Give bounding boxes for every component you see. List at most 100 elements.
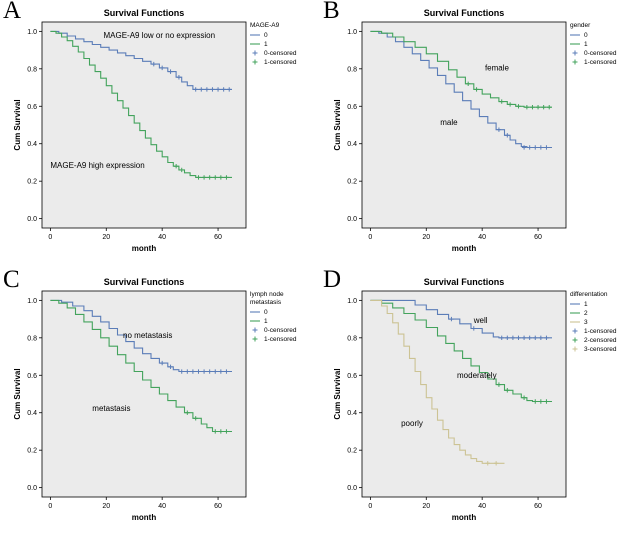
censored-mark-1	[201, 175, 207, 180]
y-axis-label: Cum Survival	[333, 368, 342, 419]
y-tick-label: 0.0	[27, 485, 37, 492]
y-tick-label: 0.4	[347, 410, 357, 417]
y-axis-label: Cum Survival	[13, 368, 22, 419]
survival-step-line-1	[370, 30, 552, 108]
y-tick-label: 0.6	[27, 373, 37, 380]
censored-mark-1	[527, 335, 532, 341]
survival-step-line-3	[370, 299, 505, 464]
panel-letter: D	[323, 266, 342, 293]
x-tick-label: 20	[102, 503, 110, 510]
curve-annotation: well	[473, 316, 488, 325]
legend-item-label: 1	[264, 41, 268, 48]
censored-mark-0	[227, 87, 232, 92]
x-tick-label: 40	[478, 234, 486, 241]
survival-chart-lymph-node: Survival Functions 0 20 40 60 0.0 0.2 0.4 0.6 0.8…	[13, 277, 297, 522]
plot-area	[41, 290, 247, 498]
censored-mark-1	[541, 105, 546, 110]
censored-mark-1	[196, 175, 201, 180]
legend-title: lymph node	[250, 291, 284, 298]
curve-annotation: metastasis	[92, 404, 130, 413]
legend-cross-swatch	[252, 59, 258, 65]
censored-mark-1	[173, 164, 179, 169]
censored-mark-0	[168, 364, 173, 370]
plot-area	[41, 21, 247, 229]
censored-mark-0	[204, 87, 210, 92]
x-tick-label: 20	[422, 234, 430, 241]
legend-item-label: 2	[584, 310, 588, 317]
chart-title: Survival Functions	[104, 8, 185, 18]
panel-b: B Survival Functions 0 20 40 60 0.0 0.2 0.4 0.6 0…	[320, 0, 640, 269]
legend-item-label: 3-censored	[584, 346, 617, 353]
censored-mark-0	[213, 369, 218, 374]
y-tick-label: 0.6	[347, 104, 357, 111]
survival-chart-gender: Survival Functions 0 20 40 60 0.0 0.2 0.4 0.6 0.8…	[333, 8, 617, 253]
censored-mark-1	[510, 335, 516, 341]
y-tick-label: 0.8	[27, 335, 37, 342]
censored-mark-0	[496, 127, 502, 132]
y-axis-label: Cum Survival	[13, 99, 22, 150]
x-tick-label: 60	[534, 503, 542, 510]
panel-letter: A	[3, 0, 22, 24]
censored-mark-0	[218, 369, 224, 374]
censored-mark-1	[507, 102, 513, 107]
censored-mark-0	[196, 369, 201, 374]
x-tick-label: 40	[478, 503, 486, 510]
censored-mark-1	[471, 326, 476, 331]
censored-mark-0	[199, 87, 204, 92]
y-axis-label: Cum Survival	[333, 99, 342, 150]
legend-item-label: 0-censored	[264, 50, 297, 57]
y-tick-label: 0.4	[347, 141, 357, 148]
censored-mark-0	[224, 369, 229, 374]
legend-cross-swatch	[572, 337, 578, 343]
censored-mark-1	[193, 416, 198, 421]
censored-mark-1	[516, 104, 521, 109]
survival-step-line-0	[50, 299, 232, 373]
censored-mark-0	[207, 369, 212, 374]
censored-mark-3	[485, 461, 490, 466]
y-tick-label: 0.4	[27, 410, 37, 417]
censored-mark-1	[505, 335, 510, 341]
curve-annotation: male	[440, 118, 458, 127]
survival-chart-differentiation: Survival Functions 0 20 40 60 0.0 0.2 0.4 0.6 0.8…	[333, 277, 617, 522]
censored-mark-0	[538, 145, 544, 150]
censored-mark-1	[538, 335, 544, 341]
censored-mark-1	[449, 316, 454, 322]
legend-item-label: 1	[584, 41, 588, 48]
x-tick-label: 0	[368, 503, 372, 510]
curve-annotation: no metastasis	[123, 331, 172, 340]
y-tick-label: 0.6	[27, 104, 37, 111]
legend-title: MAGE-A9	[250, 22, 280, 29]
survival-step-line-1	[370, 299, 552, 339]
survival-step-line-2	[370, 299, 552, 403]
censored-mark-0	[168, 69, 173, 74]
legend-item-label: 0-censored	[584, 50, 617, 57]
y-tick-label: 0.2	[347, 448, 357, 455]
censored-mark-0	[185, 369, 190, 374]
legend-cross-swatch	[252, 50, 258, 56]
censored-mark-1	[213, 175, 218, 180]
legend-title: differentation	[570, 291, 608, 298]
y-tick-label: 0.6	[347, 373, 357, 380]
legend-item-label: 2-censored	[584, 337, 617, 344]
chart-title: Survival Functions	[424, 8, 505, 18]
y-tick-label: 0.0	[347, 216, 357, 223]
legend-item-label: 1-censored	[584, 328, 617, 335]
censored-mark-0	[505, 133, 510, 138]
censored-mark-2	[521, 395, 527, 400]
curve-annotation: MAGE-A9 low or no expression	[103, 31, 215, 40]
x-tick-label: 0	[48, 503, 52, 510]
censored-mark-1	[535, 105, 541, 110]
y-tick-label: 0.2	[27, 179, 37, 186]
censored-mark-0	[159, 360, 165, 366]
legend-title: metastasis	[250, 299, 282, 306]
legend-cross-swatch	[572, 328, 578, 334]
censored-mark-0	[176, 75, 182, 80]
censored-mark-0	[544, 145, 549, 150]
panel-letter: B	[323, 0, 340, 24]
x-axis-label: month	[452, 513, 477, 522]
y-tick-label: 1.0	[347, 29, 357, 36]
x-tick-label: 60	[214, 234, 222, 241]
legend-cross-swatch	[572, 346, 578, 352]
y-tick-label: 0.8	[27, 66, 37, 73]
y-tick-label: 0.2	[27, 448, 37, 455]
